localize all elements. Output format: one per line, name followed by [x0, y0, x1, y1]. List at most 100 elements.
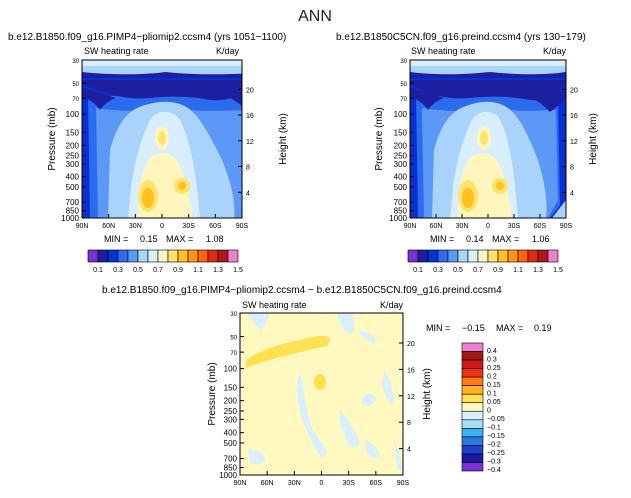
colorbar-label: 0.3	[433, 267, 443, 274]
colorbar-swatch	[461, 376, 484, 386]
pressure-tick-label: 30	[230, 312, 237, 318]
panel-1-ylabel: Pressure (mb)	[47, 107, 58, 170]
height-tick-label: 16	[407, 367, 415, 374]
colorbar-swatch	[167, 249, 179, 263]
colorbar-horizontal-2: 0.1 0.3 0.5 0.7 0.9 1.1 1.3 1.5	[407, 249, 563, 274]
colorbar-swatch	[227, 249, 239, 263]
colorbar-swatch	[547, 249, 559, 263]
pressure-tick-label: 200	[224, 397, 238, 406]
colorbar-label: 0.3	[113, 267, 123, 274]
lat-tick-label: 90N	[404, 223, 417, 230]
pressure-tick-label: 500	[66, 183, 80, 192]
pressure-tick-label: 700	[394, 198, 408, 207]
height-tick-label: 4	[570, 190, 574, 197]
pressure-tick-label: 300	[66, 160, 80, 169]
pressure-tick-label: 70	[400, 97, 407, 103]
panel-2-ylabel: Pressure (mb)	[374, 107, 385, 170]
colorbar-swatch	[461, 342, 484, 352]
panel-2-min-value: 0.14	[466, 234, 484, 244]
colorbar-label: 1.5	[553, 267, 563, 274]
colorbar-swatch	[207, 249, 219, 263]
colorbar-swatch	[157, 249, 169, 263]
colorbar-label: 1.3	[533, 267, 543, 274]
panel-2-y2label: Height (km)	[588, 113, 599, 165]
panel-3-y2label: Height (km)	[422, 368, 433, 420]
colorbar-label: 0.5	[453, 267, 463, 274]
lat-tick-label: 30N	[288, 480, 301, 487]
colorbar-swatch	[177, 249, 189, 263]
colorbar-swatch	[517, 249, 529, 263]
lat-tick-label: 60S	[370, 480, 383, 487]
panel-2-left-label: SW heating rate	[411, 46, 476, 56]
colorbar-swatch	[187, 249, 199, 263]
panel-3-title: b.e12.B1850.f09_g16.PIMP4−pliomip2.ccsm4…	[102, 285, 502, 296]
colorbar-label: 1.5	[233, 267, 243, 274]
lat-tick-label: 30N	[456, 223, 469, 230]
colorbar-swatch	[437, 249, 449, 263]
height-tick-label: 4	[246, 190, 250, 197]
panel-1-y2label: Height (km)	[278, 113, 289, 165]
panel-1-right-label: K/day	[216, 46, 240, 56]
panel-1-min-label: MIN =	[104, 234, 128, 244]
pressure-tick-label: 150	[394, 129, 408, 138]
pressure-tick-label: 300	[394, 160, 408, 169]
colorbar-label: 0.05	[487, 399, 501, 406]
panel-1-lat-ticks: 90N 60N 30N 0 30S 60S 90S	[76, 214, 249, 230]
colorbar-swatch	[461, 351, 484, 361]
panel-3-min-value: −0.15	[462, 323, 485, 333]
colorbar-swatch	[461, 359, 484, 369]
panel-3-height-ticks: 4 8 12 16 20	[399, 341, 415, 454]
colorbar-swatch	[197, 249, 209, 263]
panel-3: b.e12.B1850.f09_g16.PIMP4−pliomip2.ccsm4…	[102, 285, 552, 487]
panel-1-left-label: SW heating rate	[84, 46, 149, 56]
height-tick-label: 16	[246, 113, 254, 120]
panel-2-max-label: MAX =	[492, 234, 519, 244]
pressure-tick-label: 850	[394, 207, 408, 216]
lat-tick-label: 90N	[234, 480, 247, 487]
colorbar-label: 0.1	[93, 267, 103, 274]
pressure-tick-label: 200	[66, 141, 80, 150]
colorbar-swatch	[461, 402, 484, 412]
colorbar-swatch	[127, 249, 139, 263]
colorbar-label: 1.1	[193, 267, 203, 274]
colorbar-swatch	[137, 249, 149, 263]
colorbar-swatch	[147, 249, 159, 263]
colorbar-swatch	[447, 249, 459, 263]
colorbar-swatch	[87, 249, 99, 263]
lat-tick-label: 60N	[102, 223, 115, 230]
colorbar-swatch	[461, 436, 484, 446]
height-tick-label: 4	[407, 447, 411, 454]
lat-tick-label: 90S	[560, 223, 573, 230]
panel-2-min-label: MIN =	[430, 234, 454, 244]
height-tick-label: 8	[570, 165, 574, 172]
lat-tick-label: 0	[320, 480, 324, 487]
pressure-tick-label: 70	[72, 97, 79, 103]
pressure-tick-label: 850	[224, 463, 238, 472]
panel-3-left-label: SW heating rate	[242, 300, 307, 310]
pressure-tick-label: 250	[394, 152, 408, 161]
colorbar-swatch	[497, 249, 509, 263]
lat-tick-label: 30S	[342, 480, 355, 487]
pressure-tick-label: 500	[224, 439, 238, 448]
pressure-tick-label: 150	[66, 129, 80, 138]
pressure-tick-label: 50	[230, 336, 237, 342]
colorbar-label: −0.25	[487, 450, 505, 457]
height-tick-label: 16	[570, 113, 578, 120]
lat-tick-label: 0	[486, 223, 490, 230]
colorbar-swatch	[217, 249, 229, 263]
lat-tick-label: 60S	[534, 223, 547, 230]
pressure-tick-label: 400	[394, 173, 408, 182]
panel-3-min-label: MIN =	[426, 323, 450, 333]
pressure-tick-label: 850	[66, 207, 80, 216]
lat-tick-label: 30S	[182, 223, 195, 230]
colorbar-swatch	[107, 249, 119, 263]
lat-tick-label: 30S	[508, 223, 521, 230]
colorbar-swatch	[487, 249, 499, 263]
panel-1-min-value: 0.15	[140, 234, 158, 244]
colorbar-horizontal: 0.1 0.3 0.5 0.7 0.9 1.1 1.3 1.5	[87, 249, 243, 274]
colorbar-label: 0.7	[473, 267, 483, 274]
colorbar-label: 0.1	[487, 390, 497, 397]
colorbar-label: 0.25	[487, 365, 501, 372]
pressure-tick-label: 400	[224, 429, 238, 438]
